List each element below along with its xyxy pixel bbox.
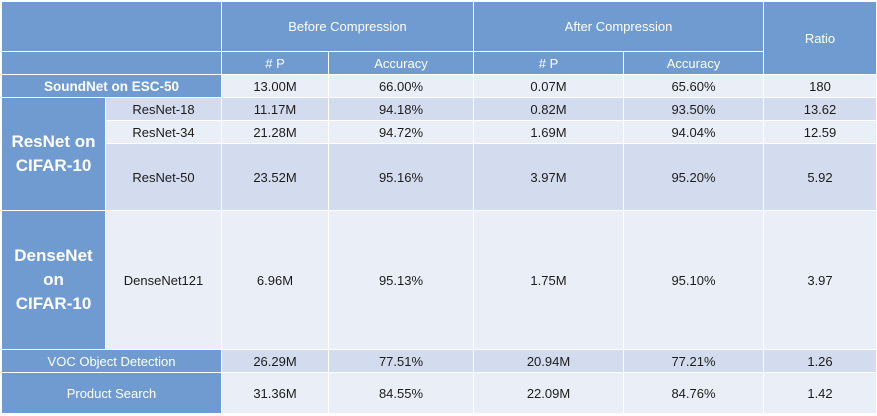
after-params-cell: 0.07M [473,74,624,98]
table-row: ResNet-50 23.52M 95.16% 3.97M 95.20% 5.9… [2,143,877,211]
before-compression-header: Before Compression [221,1,474,52]
before-params-cell: 31.36M [221,372,329,414]
before-params-header: # P [221,51,329,75]
after-accuracy-cell: 65.60% [623,74,764,98]
before-accuracy-cell: 94.18% [328,97,474,121]
table-row: VOC Object Detection 26.29M 77.51% 20.94… [1,349,877,373]
ratio-cell: 1.42 [763,372,877,414]
before-accuracy-cell: 95.16% [328,143,474,211]
corner-cell-sub [1,51,222,75]
table-row: ResNet on CIFAR-10 ResNet-18 11.17M 94.1… [1,97,877,211]
before-accuracy-cell: 77.51% [328,349,474,373]
header-row-top: Before Compression After Compression Rat… [1,1,877,75]
model-name-cell: DenseNet121 [105,210,222,350]
after-accuracy-cell: 95.20% [623,143,764,211]
table-row: SoundNet on ESC-50 13.00M 66.00% 0.07M 6… [1,74,877,98]
after-accuracy-cell: 94.04% [623,120,764,144]
after-params-cell: 1.75M [473,210,624,350]
resnet-label-line1: ResNet on [11,132,96,151]
soundnet-label: SoundNet on ESC-50 [1,74,222,98]
before-accuracy-cell: 84.55% [328,372,474,414]
after-accuracy-cell: 93.50% [623,97,764,121]
voc-label: VOC Object Detection [1,349,222,373]
before-params-cell: 23.52M [221,143,329,211]
densenet-label-line1: DenseNet [14,246,93,265]
after-compression-header: After Compression [473,1,764,52]
ratio-cell: 13.62 [763,97,877,121]
before-params-cell: 26.29M [221,349,329,373]
before-accuracy-cell: 94.72% [328,120,474,144]
resnet-label-line2: CIFAR-10 [15,156,92,175]
model-name-cell: ResNet-18 [105,97,222,121]
before-accuracy-header: Accuracy [328,51,474,75]
header-row-sub: # P Accuracy # P Accuracy [1,51,877,75]
ratio-cell: 12.59 [763,120,877,144]
after-params-cell: 20.94M [473,349,624,373]
table-row: Product Search 31.36M 84.55% 22.09M 84.7… [1,372,877,414]
before-params-cell: 11.17M [221,97,329,121]
before-params-cell: 21.28M [221,120,329,144]
after-accuracy-header: Accuracy [623,51,764,75]
after-params-cell: 3.97M [473,143,624,211]
before-accuracy-cell: 95.13% [328,210,474,350]
after-params-cell: 0.82M [473,97,624,121]
densenet-group-label: DenseNet on CIFAR-10 [1,210,106,350]
after-accuracy-cell: 84.76% [623,372,764,414]
after-params-cell: 1.69M [473,120,624,144]
ratio-cell: 180 [763,74,877,98]
before-params-cell: 6.96M [221,210,329,350]
resnet-group-label: ResNet on CIFAR-10 [1,97,106,211]
table-row: ResNet-34 21.28M 94.72% 1.69M 94.04% 12.… [2,120,877,144]
after-params-header: # P [473,51,624,75]
product-search-label: Product Search [1,372,222,414]
before-accuracy-cell: 66.00% [328,74,474,98]
model-name-cell: ResNet-34 [105,120,222,144]
before-params-cell: 13.00M [221,74,329,98]
ratio-cell: 1.26 [763,349,877,373]
after-params-cell: 22.09M [473,372,624,414]
after-accuracy-cell: 95.10% [623,210,764,350]
corner-cell [1,1,222,52]
after-accuracy-cell: 77.21% [623,349,764,373]
ratio-cell: 3.97 [763,210,877,350]
densenet-label-line2: on [43,270,64,289]
table-row: DenseNet on CIFAR-10 DenseNet121 6.96M 9… [1,210,877,350]
densenet-label-line3: CIFAR-10 [15,294,92,313]
ratio-cell: 5.92 [763,143,877,211]
model-name-cell: ResNet-50 [105,143,222,211]
ratio-header: Ratio [763,1,877,75]
